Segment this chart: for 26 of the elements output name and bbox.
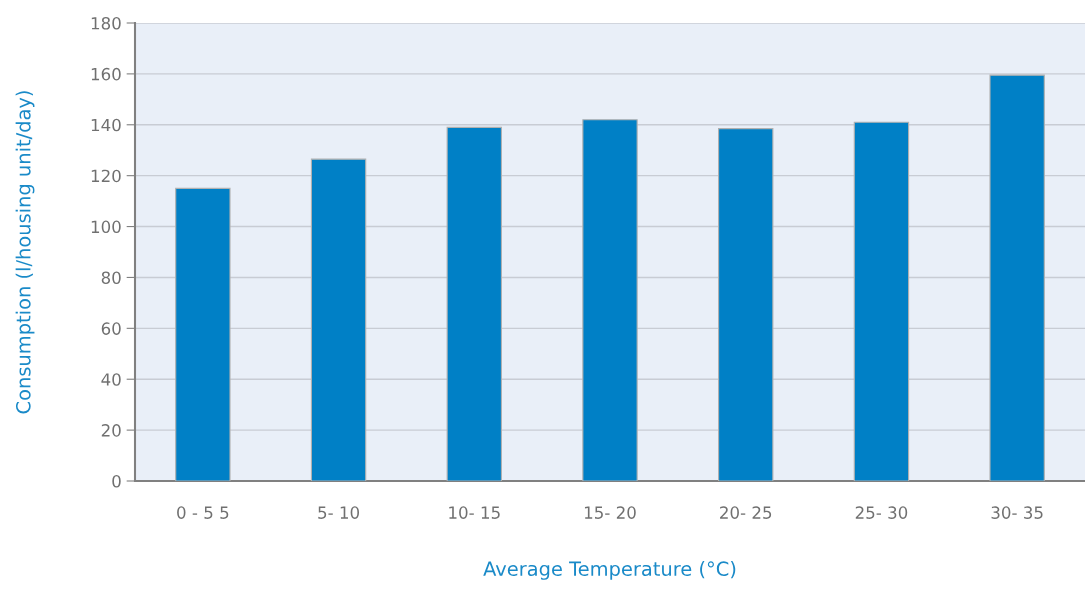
x-tick-label: 20- 25: [720, 506, 772, 519]
y-tick-label: 140: [91, 118, 121, 132]
x-tick-label: 30- 35: [991, 506, 1043, 519]
x-tick-label: 10- 15: [449, 506, 500, 519]
y-tick-label: 80: [101, 271, 121, 285]
bar: [718, 128, 774, 481]
y-tick-label: 120: [91, 169, 121, 183]
y-tick-label: 100: [91, 220, 121, 234]
bar: [175, 187, 231, 481]
y-tick-label: 160: [91, 67, 121, 81]
y-tick-label: 40: [101, 373, 121, 386]
x-tick-label: 25- 30: [855, 506, 908, 519]
bar: [853, 121, 910, 481]
x-tick-label: 15- 20: [584, 506, 636, 519]
bar: [310, 158, 367, 481]
y-tick-label: 180: [91, 16, 121, 30]
y-tick-label: 0: [112, 474, 121, 488]
x-tick-label: 5- 10: [318, 506, 360, 519]
x-tick-label: 0 - 5 5: [177, 506, 229, 519]
y-tick-label: 20: [101, 424, 121, 437]
x-axis-title: Average Temperature (°C): [483, 561, 736, 580]
bar: [989, 74, 1045, 481]
bar: [582, 119, 638, 481]
y-tick-label: 60: [101, 322, 121, 335]
bar: [446, 126, 502, 481]
y-axis-title: Consumption (l/housing unit/day): [15, 91, 35, 414]
